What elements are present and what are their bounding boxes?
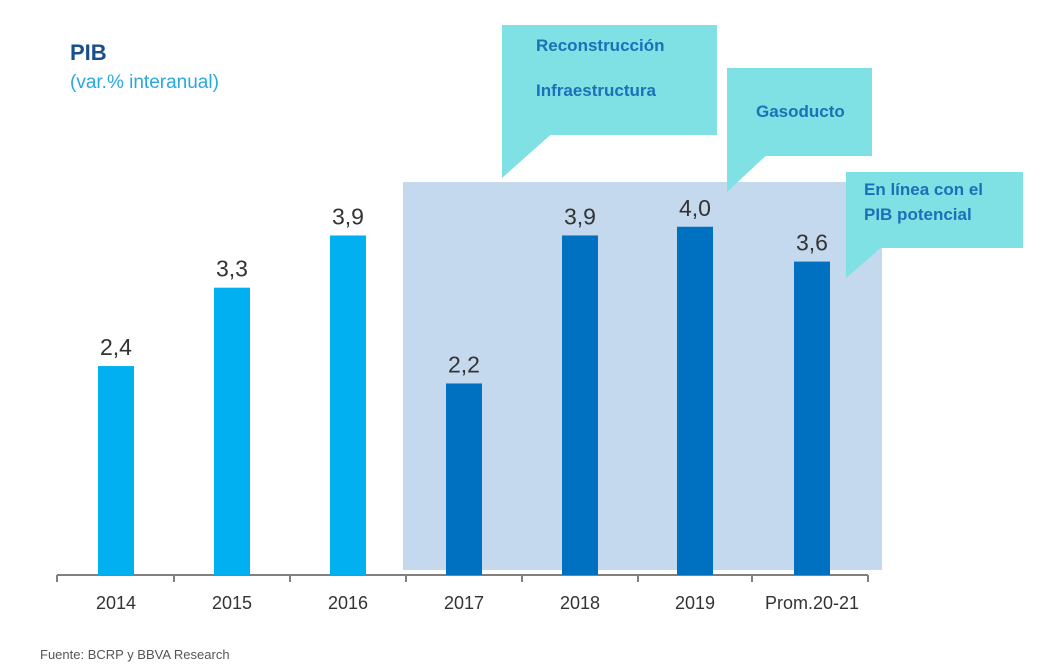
value-label-2014: 2,4: [100, 334, 132, 360]
x-tick-label-2019: 2019: [675, 593, 715, 613]
value-label-2016: 3,9: [332, 203, 364, 229]
value-label-2015: 3,3: [216, 256, 248, 282]
bar-Prom.20-21: [794, 261, 830, 575]
callout-pointer-gasoducto: [727, 150, 772, 192]
callout-pointer-reconstruccion: [502, 130, 556, 178]
callout-potencial-line-1: En línea con el: [864, 180, 984, 199]
x-tick-label-2016: 2016: [328, 593, 368, 613]
bar-2018: [562, 235, 598, 576]
callout-reconstruccion: [502, 25, 717, 135]
callout-reconstruccion-line-2: Infraestructura: [536, 81, 656, 100]
x-tick-label-Prom.20-21: Prom.20-21: [765, 593, 859, 613]
chart-subtitle: (var.% interanual): [70, 72, 219, 93]
callout-gasoducto-line-1: Gasoducto: [756, 102, 845, 121]
x-tick-label-2017: 2017: [444, 593, 484, 613]
value-label-Prom.20-21: 3,6: [796, 230, 828, 256]
callout-reconstruccion-line-1: Reconstrucción: [536, 36, 665, 55]
bar-2014: [98, 366, 134, 575]
source-note: Fuente: BCRP y BBVA Research: [40, 647, 230, 662]
value-label-2017: 2,2: [448, 351, 480, 377]
callout-gasoducto: [727, 68, 872, 156]
value-label-2018: 3,9: [564, 203, 596, 229]
callout-potencial-line-2: PIB potencial: [864, 205, 972, 224]
x-tick-label-2014: 2014: [96, 593, 136, 613]
bar-2019: [677, 226, 713, 575]
x-tick-label-2015: 2015: [212, 593, 252, 613]
bar-2016: [330, 235, 366, 576]
bar-2017: [446, 383, 482, 575]
callout-pointer-potencial: [846, 240, 890, 278]
bar-2015: [214, 287, 250, 575]
callout-potencial: [846, 172, 1023, 248]
chart-title: PIB: [70, 40, 107, 65]
x-tick-label-2018: 2018: [560, 593, 600, 613]
value-label-2019: 4,0: [679, 195, 711, 221]
